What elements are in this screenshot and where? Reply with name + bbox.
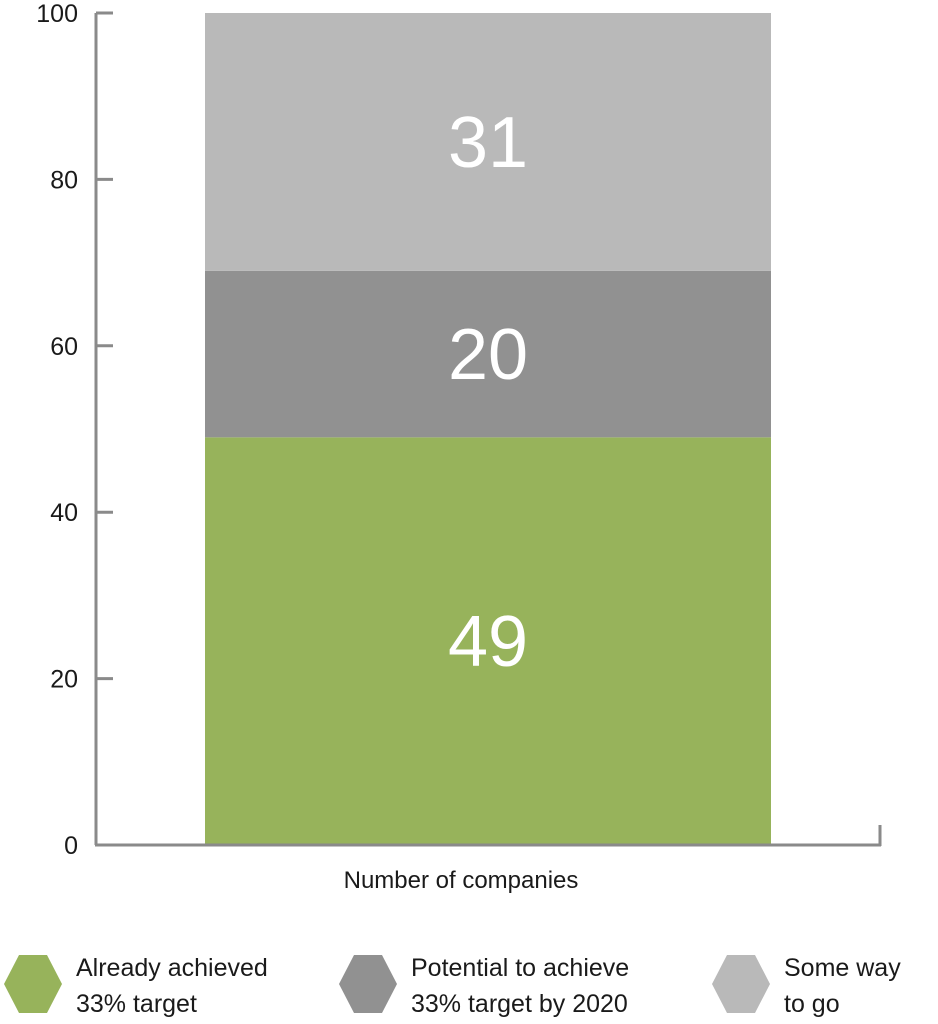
y-axis-ticks: 0 20 40 60 80 100: [36, 0, 113, 860]
legend-label: Already achieved 33% target: [76, 950, 268, 1022]
segment-value-label: 31: [448, 103, 528, 183]
legend-item-already-achieved: Already achieved 33% target: [2, 950, 268, 1022]
legend-label: Potential to achieve 33% target by 2020: [411, 950, 629, 1022]
segment-value-label: 20: [448, 315, 528, 395]
y-tick-label: 60: [50, 333, 78, 361]
y-tick-label: 20: [50, 666, 78, 694]
hexagon-icon: [4, 955, 62, 1013]
legend-label-line2: to go: [784, 990, 840, 1018]
y-tick-label: 0: [64, 832, 78, 860]
legend-label: Some way to go: [784, 950, 901, 1022]
bar-segment-0: [205, 437, 771, 845]
hexagon-icon: [712, 955, 770, 1013]
y-tick-label: 80: [50, 166, 78, 194]
legend-item-potential-to-achieve: Potential to achieve 33% target by 2020: [337, 950, 629, 1022]
legend-swatch-1: [339, 955, 397, 1013]
x-axis-label: Number of companies: [344, 867, 579, 894]
legend-item-some-way-to-go: Some way to go: [710, 950, 901, 1022]
y-tick-label: 40: [50, 499, 78, 527]
legend-label-line2: 33% target: [76, 990, 197, 1018]
bar-segments: [205, 13, 771, 845]
y-tick-label: 100: [36, 0, 78, 28]
hexagon-icon: [339, 955, 397, 1013]
segment-value-label: 49: [448, 602, 528, 682]
segment-value-labels: 49 20 31: [448, 103, 528, 682]
legend: Already achieved 33% target Potential to…: [0, 950, 938, 1024]
bar-segment-2: [205, 13, 771, 271]
legend-swatch-0: [4, 955, 62, 1013]
bar-segment-1: [205, 270, 771, 438]
legend-swatch-2: [712, 955, 770, 1013]
legend-label-line1: Potential to achieve: [411, 954, 630, 982]
stacked-bar-chart: 49 20 31 0 20 40 60 80 100 Number of companies: [36, 0, 882, 894]
legend-label-line1: Already achieved: [76, 954, 268, 982]
legend-label-line2: 33% target by 2020: [411, 990, 628, 1018]
legend-label-line1: Some way: [784, 954, 901, 982]
